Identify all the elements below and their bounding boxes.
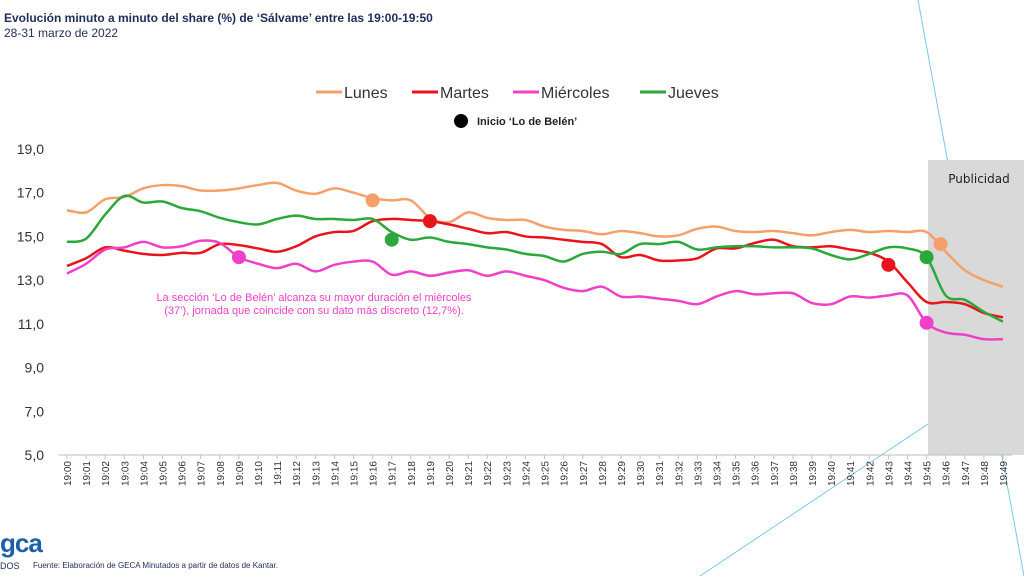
x-tick-label: 19:15 [350,461,361,486]
y-tick-label: 9,0 [25,360,45,376]
x-tick-label: 19:23 [502,461,513,486]
x-tick-label: 19:38 [789,461,800,486]
x-tick-label: 19:31 [655,461,666,486]
x-tick-label: 19:42 [865,461,876,486]
marker-jueves [919,250,934,265]
marker-miércoles [231,250,246,265]
x-tick-label: 19:22 [483,461,494,486]
x-tick-label: 19:05 [159,461,170,486]
x-tick-label: 19:12 [292,461,303,486]
x-tick-label: 19:45 [923,461,934,486]
marker-miércoles [919,315,934,330]
x-tick-label: 19:21 [464,461,475,486]
x-tick-label: 19:07 [197,461,208,486]
x-tick-label: 19:16 [369,461,380,486]
legend-marker-label: Inicio ‘Lo de Belén’ [477,116,577,128]
x-tick-label: 19:00 [63,461,74,486]
x-tick-label: 19:30 [636,461,647,486]
x-tick-label: 19:33 [693,461,704,486]
series-line-miércoles [66,239,1004,341]
x-tick-label: 19:41 [846,461,857,486]
legend-marker-icon [454,114,468,128]
annotation-text: La sección ‘Lo de Belén’ alcanza su mayo… [156,292,472,304]
legend-label-jueves: Jueves [668,85,719,102]
x-tick-label: 19:08 [216,461,227,486]
publicidad-label: Publicidad [948,172,1009,186]
x-tick-label: 19:49 [999,461,1010,486]
x-tick-label: 19:35 [732,461,743,486]
marker-jueves [384,232,399,247]
x-tick-label: 19:26 [560,461,571,486]
x-tick-label: 19:04 [139,461,150,486]
marker-martes [422,214,437,229]
x-tick-label: 19:34 [712,461,723,486]
x-tick-label: 19:13 [311,461,322,486]
marker-lunes [365,193,380,208]
x-tick-label: 19:29 [617,461,628,486]
y-tick-label: 19,0 [17,141,44,157]
y-tick-label: 7,0 [25,403,45,419]
series-line-lunes [66,181,1004,288]
y-tick-label: 5,0 [25,447,45,463]
x-tick-label: 19:03 [120,461,131,486]
x-tick-label: 19:27 [579,461,590,486]
legend-label-miércoles: Miércoles [541,85,609,102]
legend-label-martes: Martes [440,85,489,102]
x-tick-label: 19:40 [827,461,838,486]
source-note: Fuente: Elaboración de GECA Minutados a … [33,561,279,570]
x-tick-label: 19:01 [82,461,93,486]
series-line-jueves [66,194,1004,323]
x-tick-label: 19:37 [770,461,781,486]
x-tick-label: 19:18 [407,461,418,486]
y-tick-label: 13,0 [17,272,44,288]
x-tick-label: 19:43 [884,461,895,486]
x-tick-label: 19:25 [541,461,552,486]
legend-label-lunes: Lunes [344,85,388,102]
x-tick-label: 19:24 [521,461,532,486]
chart-title: Evolución minuto a minuto del share (%) … [4,11,433,25]
x-tick-label: 19:06 [178,461,189,486]
x-tick-label: 19:46 [942,461,953,486]
chart-subtitle: 28-31 marzo de 2022 [4,26,119,40]
x-tick-label: 19:28 [598,461,609,486]
x-tick-label: 19:44 [903,461,914,486]
x-tick-label: 19:11 [273,461,284,486]
logo-subtext: DOS [0,561,20,571]
y-tick-label: 11,0 [18,316,44,332]
x-tick-label: 19:48 [980,461,991,486]
x-tick-label: 19:17 [388,461,399,486]
x-tick-label: 19:10 [254,461,265,486]
x-tick-label: 19:09 [235,461,246,486]
marker-lunes [933,237,948,252]
annotation-text: (37’), jornada que coincide con su dato … [164,305,464,317]
y-tick-label: 15,0 [17,228,44,244]
marker-martes [881,257,896,272]
x-tick-label: 19:47 [961,461,972,486]
x-tick-label: 19:36 [751,461,762,486]
x-tick-label: 19:02 [101,461,112,486]
x-tick-label: 19:39 [808,461,819,486]
x-tick-label: 19:32 [674,461,685,486]
x-tick-label: 19:19 [426,461,437,486]
x-tick-label: 19:14 [330,461,341,486]
geca-logo: gca [0,528,43,558]
y-tick-label: 17,0 [17,185,44,201]
x-tick-label: 19:20 [445,461,456,486]
